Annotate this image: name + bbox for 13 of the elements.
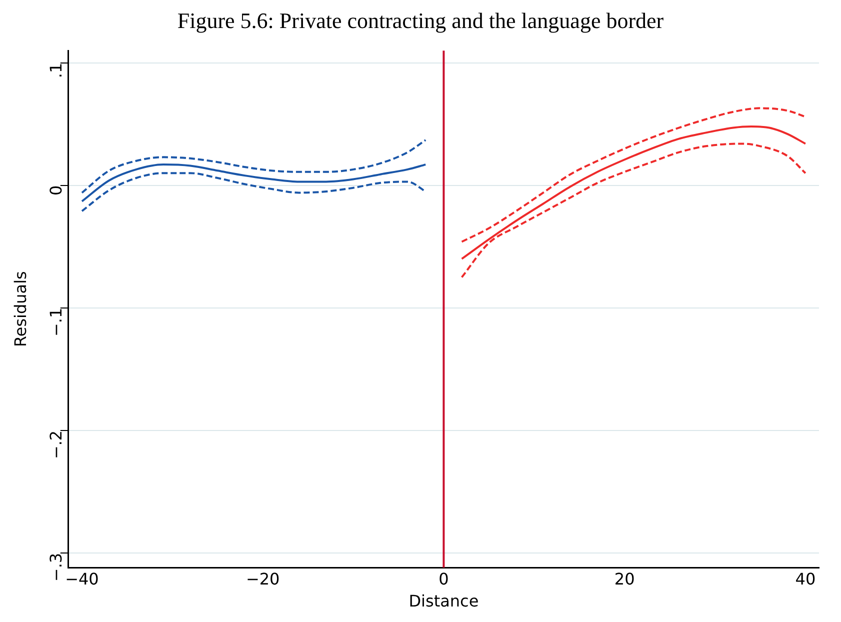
y-tick-label: −.2 (46, 430, 66, 460)
x-tick-label: 20 (614, 569, 635, 588)
chart-title: Figure 5.6: Private contracting and the language border (176, 8, 665, 35)
y-tick-label: −.3 (46, 552, 66, 582)
x-tick-label: −40 (65, 569, 99, 588)
y-axis-title: Residuals (10, 271, 30, 348)
x-tick-label: 0 (438, 569, 449, 588)
x-axis-title: Distance (408, 592, 479, 611)
x-tick-label: −20 (246, 569, 280, 588)
y-tick-label: 0 (46, 185, 66, 196)
y-tick-label: .1 (46, 62, 66, 78)
x-tick-label: 40 (795, 569, 816, 588)
y-tick-label: −.1 (46, 308, 66, 337)
